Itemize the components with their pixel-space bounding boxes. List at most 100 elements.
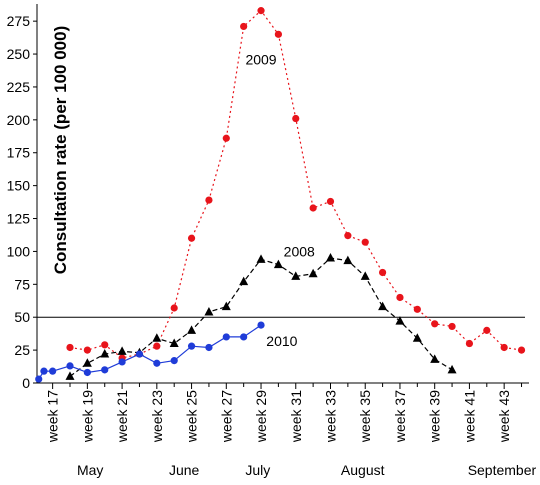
data-point-2008 (308, 268, 318, 278)
data-point-2008 (100, 349, 110, 358)
series-line-2009 (69, 9, 522, 359)
labels-group: 2009 2008 2010 (244, 50, 317, 351)
data-point-2010 (35, 375, 43, 383)
y-tick-label: 250 (7, 46, 31, 62)
x-tick-label: week 23 (149, 390, 165, 443)
data-point-2008 (204, 306, 214, 316)
data-point-2009 (483, 326, 491, 334)
x-tick-label: week 39 (427, 390, 443, 443)
data-point-2010 (83, 368, 91, 377)
data-point-2009 (500, 343, 508, 352)
data-point-2010 (118, 358, 126, 366)
data-point-2010 (205, 343, 213, 352)
series-group (35, 7, 526, 383)
data-point-2009 (66, 343, 74, 352)
series-label: 2009 (245, 52, 276, 68)
data-point-2010 (222, 333, 230, 341)
month-label: July (245, 462, 270, 478)
x-tick-label: week 27 (218, 390, 234, 443)
data-point-2010 (153, 359, 161, 367)
data-point-2008 (117, 346, 127, 355)
x-tick-label: week 33 (322, 390, 338, 443)
series-label: 2010 (266, 333, 297, 349)
data-point-2009 (101, 341, 109, 349)
data-point-2009 (187, 234, 196, 242)
data-point-2009 (309, 204, 317, 212)
series-line-2010 (38, 324, 262, 380)
data-point-2008 (187, 325, 197, 334)
month-label: August (341, 462, 385, 478)
data-point-2008 (221, 301, 231, 311)
data-point-2010 (101, 366, 109, 374)
y-tick-label: 50 (14, 309, 30, 325)
data-point-2009 (292, 114, 300, 123)
y-axis-title: Consultation rate (per 100 000) (51, 26, 70, 274)
data-point-2008 (239, 276, 249, 286)
data-point-2008 (412, 333, 422, 342)
x-tick-label: week 21 (114, 390, 130, 443)
data-point-2009 (396, 293, 404, 302)
data-point-2009 (378, 268, 387, 277)
data-point-2010 (257, 321, 265, 329)
y-tick-label: 200 (7, 112, 31, 128)
x-tick-label: week 37 (392, 390, 408, 443)
data-point-2009 (465, 339, 474, 348)
data-point-2008 (65, 371, 75, 380)
x-tick-label: week 25 (184, 390, 200, 443)
data-point-2010 (66, 362, 74, 370)
data-point-2009 (153, 342, 161, 350)
data-point-2008 (82, 358, 92, 367)
data-point-2009 (205, 196, 213, 204)
data-point-2010 (187, 342, 196, 350)
x-tick-label: week 17 (45, 390, 61, 443)
y-tick-label: 175 (7, 145, 31, 161)
month-label: June (169, 462, 200, 478)
data-point-2008 (430, 354, 440, 363)
data-point-2009 (344, 232, 352, 240)
y-tick-label: 125 (7, 211, 31, 227)
month-label: September (468, 462, 537, 478)
x-tick-label: week 43 (496, 390, 512, 443)
y-tick-label: 25 (14, 342, 30, 358)
data-point-2008 (447, 364, 457, 374)
x-tick-label: week 19 (79, 390, 95, 443)
x-tick-label: week 29 (253, 390, 269, 443)
data-point-2008 (395, 316, 405, 325)
data-point-2010 (135, 350, 144, 358)
data-point-2008 (169, 338, 179, 348)
x-tick-label: week 31 (288, 390, 304, 443)
data-point-2010 (240, 333, 248, 341)
month-label: May (77, 462, 103, 478)
data-point-2008 (360, 271, 370, 280)
data-point-2008 (256, 254, 266, 263)
data-point-2010 (170, 357, 178, 365)
data-point-2008 (325, 253, 335, 262)
data-point-2009 (448, 322, 456, 331)
data-point-2009 (413, 305, 421, 313)
x-tick-label: week 35 (357, 390, 373, 443)
data-point-2009 (170, 304, 178, 312)
data-point-2008 (291, 271, 301, 280)
data-point-2008 (378, 301, 388, 311)
data-point-2009 (326, 197, 335, 206)
y-tick-label: 75 (14, 276, 30, 292)
series-label: 2008 (284, 244, 315, 260)
data-point-2009 (517, 346, 526, 354)
y-tick-label: 225 (7, 79, 31, 95)
data-point-2009 (274, 30, 282, 38)
y-tick-label: 0 (22, 375, 30, 391)
y-tick-label: 150 (7, 178, 31, 194)
data-point-2009 (257, 7, 265, 15)
data-point-2008 (152, 333, 162, 342)
data-point-2008 (273, 259, 283, 269)
y-tick-label: 275 (7, 13, 31, 29)
data-point-2009 (240, 22, 248, 31)
data-point-2009 (431, 320, 439, 328)
data-point-2009 (361, 238, 369, 246)
data-point-2009 (83, 346, 91, 354)
data-point-2008 (343, 255, 353, 265)
data-point-2010 (40, 367, 48, 375)
data-point-2009 (222, 134, 230, 142)
